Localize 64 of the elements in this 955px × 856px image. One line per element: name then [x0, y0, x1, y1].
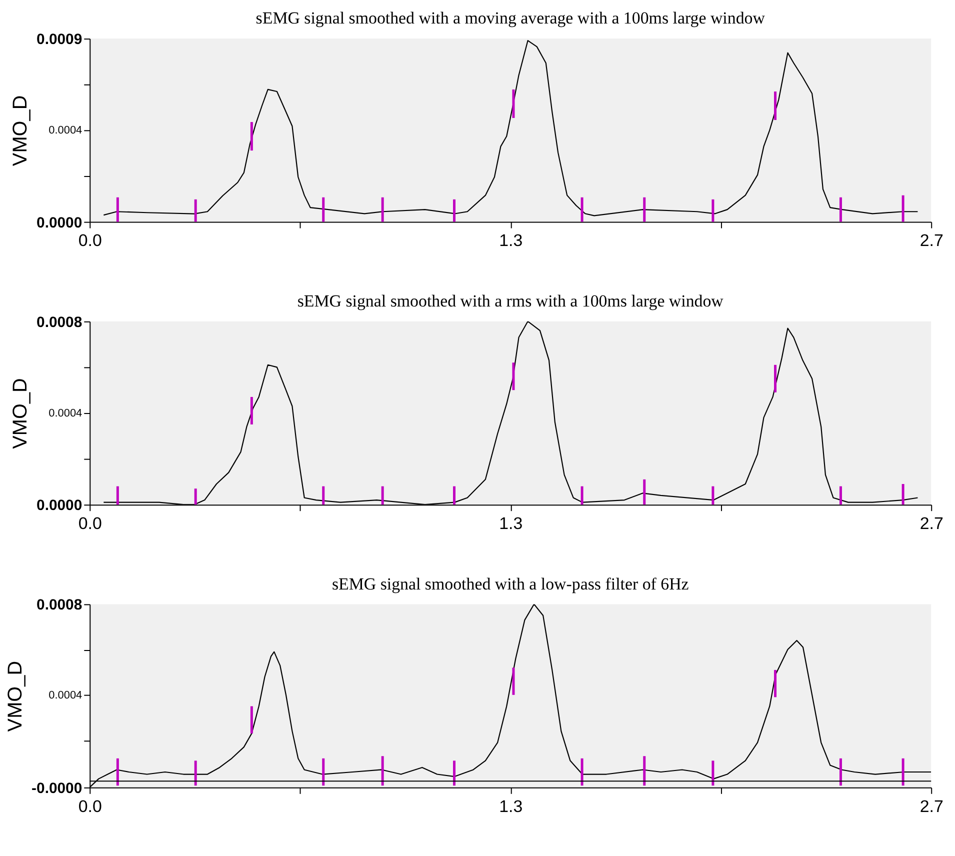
- chart-title: sEMG signal smoothed with a low-pass filter of 6Hz: [332, 574, 690, 594]
- bar: [194, 760, 197, 786]
- bar: [381, 486, 384, 505]
- bar: [453, 486, 456, 505]
- bar: [839, 486, 842, 505]
- bar: [643, 756, 646, 786]
- bar: [512, 362, 515, 390]
- bar: [381, 197, 384, 222]
- y-axis-title: VMO_D: [4, 660, 27, 732]
- y-tick-label: 0.0004: [48, 124, 82, 137]
- bar: [116, 486, 119, 505]
- bar: [774, 364, 777, 392]
- chart-title: sEMG signal smoothed with a moving average with a 100ms large window: [256, 8, 766, 28]
- x-tick-label: 2.7: [920, 514, 944, 534]
- bar: [512, 89, 515, 118]
- bar: [712, 199, 714, 222]
- bar: [643, 479, 646, 505]
- bar: [453, 760, 456, 786]
- y-axis-title: VMO_D: [10, 378, 32, 449]
- y-tick-label: 0.0004: [48, 689, 82, 702]
- bar: [580, 758, 584, 786]
- bar: [194, 488, 197, 505]
- bar: [116, 197, 119, 222]
- x-tick-label: 1.3: [499, 796, 523, 816]
- y-tick-label: 0.0008: [36, 314, 82, 331]
- bar: [774, 91, 777, 120]
- x-tick-label: 1.3: [499, 231, 523, 250]
- bar: [322, 197, 325, 222]
- x-tick-label: 2.7: [920, 796, 944, 816]
- x-tick-label: 0.0: [78, 796, 102, 816]
- y-tick-label: 0.0000: [36, 214, 82, 232]
- x-tick-label: 0.0: [78, 514, 102, 534]
- bar: [512, 668, 515, 695]
- bar: [902, 758, 904, 786]
- bar: [194, 199, 197, 222]
- bar: [580, 486, 584, 505]
- bar: [381, 756, 384, 786]
- y-tick-label: 0.0009: [36, 31, 82, 48]
- bar: [902, 195, 904, 222]
- bar: [116, 758, 119, 786]
- bar: [643, 197, 646, 222]
- bar: [712, 760, 714, 786]
- bar: [250, 396, 253, 424]
- y-axis-title: VMO_D: [10, 95, 32, 166]
- bar: [902, 484, 904, 505]
- bar: [712, 486, 714, 505]
- bar: [580, 197, 584, 222]
- y-tick-label: 0.0004: [48, 407, 82, 420]
- line-series: [103, 40, 918, 216]
- chart-title: sEMG signal smoothed with a rms with a 100ms large window: [297, 291, 724, 310]
- x-tick-label: 2.7: [920, 231, 944, 250]
- bar: [250, 122, 253, 151]
- x-tick-label: 0.0: [78, 231, 102, 250]
- bar: [839, 197, 842, 222]
- y-tick-label: 0.0008: [36, 596, 82, 614]
- y-tick-label: 0.0000: [36, 497, 82, 514]
- bar: [322, 758, 325, 786]
- bar: [839, 758, 842, 786]
- y-tick-label: -0.0000: [32, 780, 82, 797]
- bar: [453, 199, 456, 222]
- bar: [250, 706, 253, 734]
- bar: [774, 670, 777, 698]
- x-tick-label: 1.3: [499, 514, 523, 534]
- bar: [322, 486, 325, 505]
